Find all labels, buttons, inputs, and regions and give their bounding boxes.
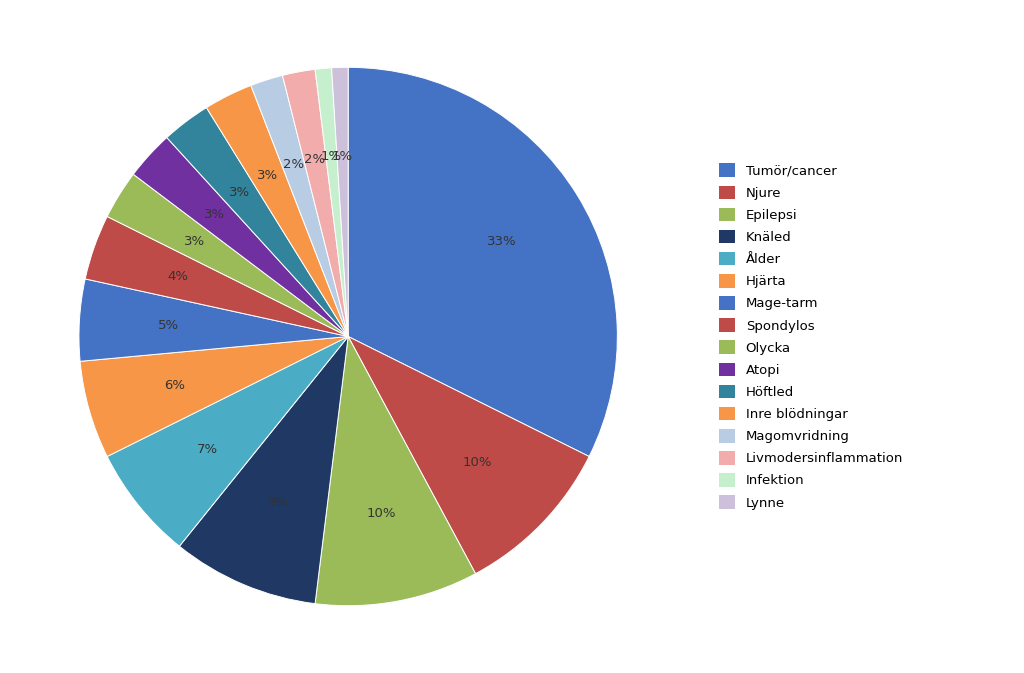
Wedge shape — [133, 137, 348, 336]
Wedge shape — [179, 336, 348, 604]
Wedge shape — [79, 279, 348, 361]
Text: 2%: 2% — [304, 153, 326, 166]
Wedge shape — [315, 336, 475, 606]
Text: 9%: 9% — [267, 496, 289, 509]
Text: 4%: 4% — [168, 270, 188, 283]
Text: 2%: 2% — [283, 158, 304, 171]
Wedge shape — [85, 217, 348, 336]
Wedge shape — [251, 75, 348, 336]
Wedge shape — [108, 336, 348, 546]
Wedge shape — [80, 336, 348, 456]
Legend: Tumör/cancer, Njure, Epilepsi, Knäled, Ålder, Hjärta, Mage-tarm, Spondylos, Olyc: Tumör/cancer, Njure, Epilepsi, Knäled, Å… — [719, 164, 903, 509]
Text: 1%: 1% — [321, 150, 342, 164]
Text: 1%: 1% — [332, 149, 353, 163]
Text: 3%: 3% — [184, 235, 206, 248]
Wedge shape — [167, 108, 348, 336]
Wedge shape — [348, 67, 617, 456]
Text: 33%: 33% — [486, 235, 516, 248]
Wedge shape — [315, 68, 348, 336]
Text: 10%: 10% — [463, 456, 493, 468]
Text: 3%: 3% — [229, 186, 250, 199]
Text: 3%: 3% — [205, 209, 225, 221]
Wedge shape — [348, 336, 589, 573]
Wedge shape — [108, 174, 348, 336]
Wedge shape — [283, 69, 348, 337]
Wedge shape — [332, 67, 348, 336]
Wedge shape — [207, 85, 348, 336]
Text: 6%: 6% — [164, 380, 185, 392]
Text: 10%: 10% — [367, 507, 396, 520]
Text: 5%: 5% — [158, 319, 179, 332]
Text: 7%: 7% — [197, 443, 218, 456]
Text: 3%: 3% — [257, 168, 279, 182]
